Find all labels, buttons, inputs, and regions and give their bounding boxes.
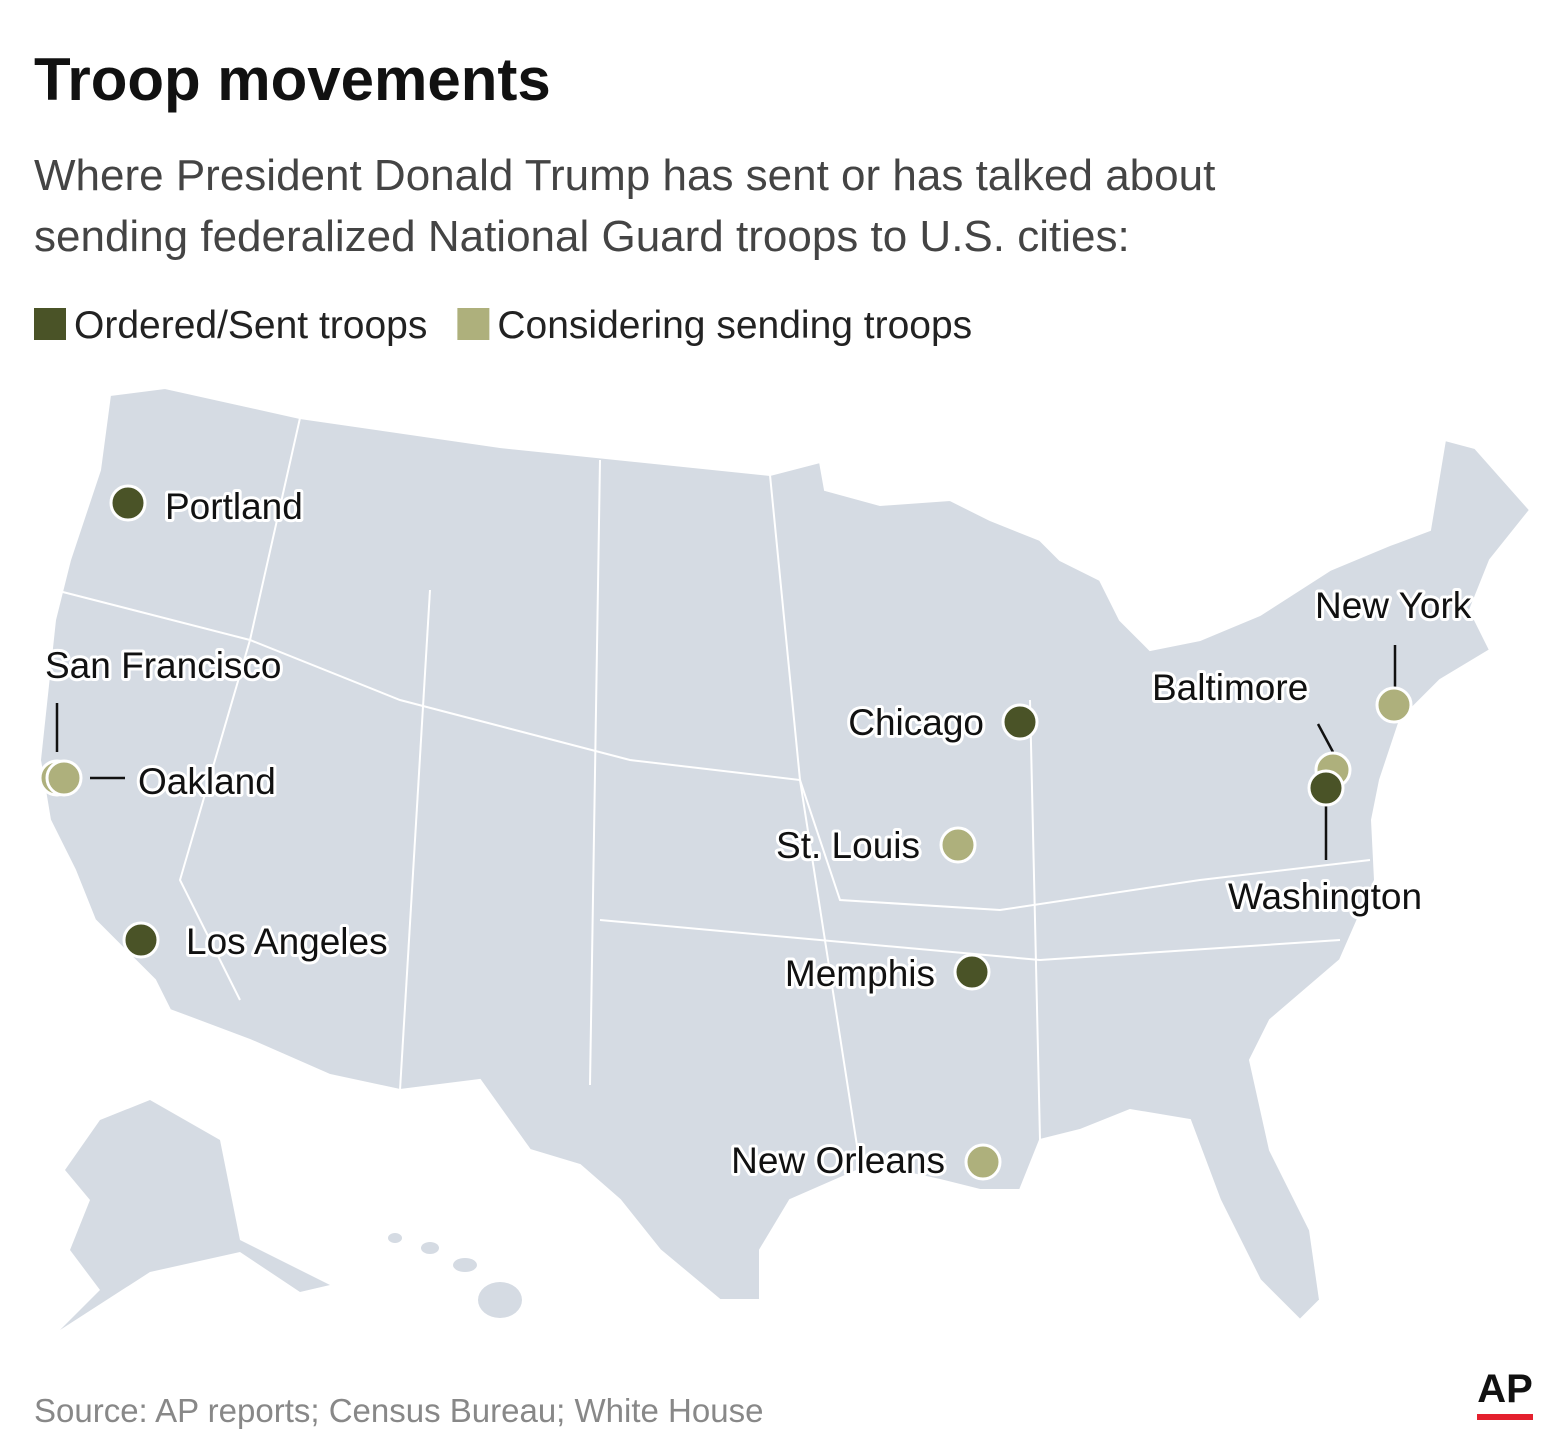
city-label: Portland [165,486,303,527]
us-map [38,386,1532,1330]
city-label: St. Louis [776,825,920,866]
legend-swatch [457,308,490,340]
state-border [178,417,301,1001]
city-dot [45,759,83,797]
title: Troop movements [34,46,551,113]
subtitle: Where President Donald Trump has sent or… [34,151,1215,200]
state-border [1029,699,1041,1141]
legend-label: Considering sending troops [497,304,972,347]
leader-line [1316,723,1335,753]
city-label: San Francisco [45,645,282,686]
city-dot [109,484,147,522]
city-label: New York [1315,585,1472,626]
hawaii [453,1258,477,1272]
source: Source: AP reports; Census Bureau; White… [34,1392,763,1429]
city-label: Oakland [138,761,276,802]
logo: AP [1477,1367,1533,1411]
city-dot [122,921,160,959]
city-dot [964,1143,1002,1181]
hawaii [478,1282,522,1318]
legend: Ordered/Sent troops Considering sending t… [34,304,972,347]
state-border [769,474,861,1166]
city-label: Baltimore [1152,667,1308,708]
city-label: Los Angeles [186,921,388,962]
city-dot [939,826,977,864]
city-dot [1375,686,1413,724]
hawaii [421,1242,439,1254]
city-label: Memphis [785,953,935,994]
city-label: New Orleans [731,1140,945,1181]
subtitle: sending federalized National Guard troop… [34,212,1130,261]
city-label: Washington [1228,876,1422,917]
city-dot [1001,703,1039,741]
hawaii [388,1233,402,1243]
cities: Portland San Francisco Oakland Los Angeles C… [38,483,1475,1184]
contiguous-us [38,386,1532,1322]
legend-swatch [34,308,66,340]
state-border [589,459,601,1086]
legend-label: Ordered/Sent troops [74,304,427,347]
city-dot [1307,769,1345,807]
city-dot [953,953,991,991]
state-border [599,919,1341,962]
alaska [60,1100,330,1330]
state-border [399,589,431,1091]
logo-bar [1477,1414,1533,1420]
city-label: Chicago [848,702,984,743]
